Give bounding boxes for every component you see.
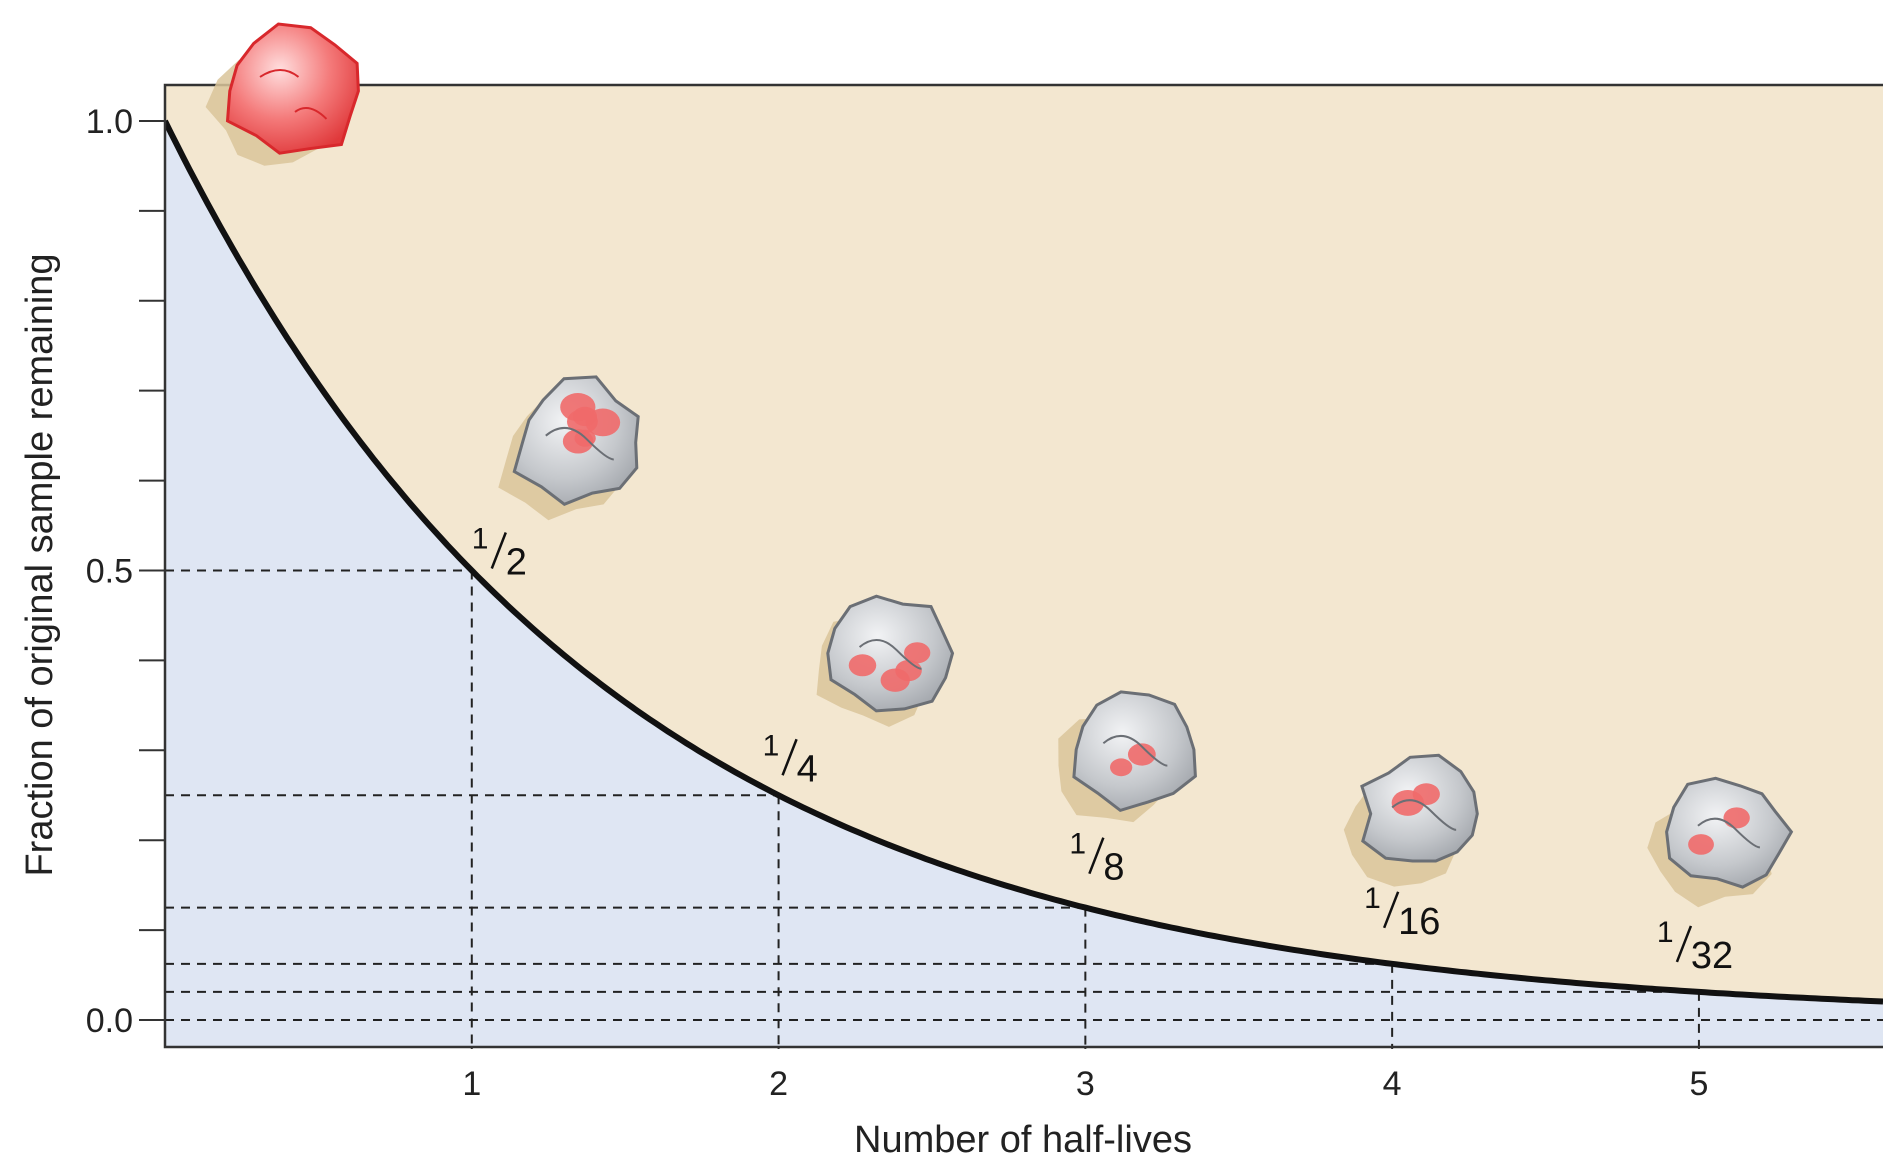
rock-red-patch — [1723, 807, 1750, 829]
fraction-label: 1 32 — [1657, 916, 1733, 977]
fraction-slash — [490, 532, 507, 569]
decay-curve-line — [165, 119, 1883, 1005]
rock-sample — [498, 375, 640, 521]
fraction-slash — [781, 738, 798, 776]
rock-body — [1665, 776, 1794, 889]
fraction-slash — [1675, 925, 1693, 963]
rock-sample — [1647, 776, 1794, 908]
rock-red-patch — [1127, 743, 1156, 766]
fraction-numerator: 1 — [1657, 916, 1674, 949]
rock-crack — [1697, 817, 1761, 849]
rock-body — [826, 594, 955, 713]
plot-frame — [163, 83, 1883, 1049]
fraction-label: 12 — [472, 522, 527, 583]
axes: 0.00.51.01 2 3 4 5 — [86, 83, 1883, 1103]
sample-rocks — [205, 22, 1794, 908]
fraction-label: 14 — [763, 729, 818, 790]
x-tick-label: 1 — [462, 1065, 481, 1103]
rock-crack — [1102, 735, 1168, 767]
rock-red-patch — [904, 642, 931, 664]
fraction-numerator: 1 — [763, 729, 780, 762]
x-tick-label: 3 — [1076, 1065, 1095, 1103]
y-axis-title: Fraction of original sample remaining — [19, 253, 61, 876]
rock-body — [225, 22, 360, 155]
rock-sample — [1058, 690, 1197, 823]
rock-sample — [205, 22, 360, 166]
fraction-denominator: 4 — [797, 748, 818, 790]
area-below-curve — [165, 121, 1883, 1047]
rock-red-patch — [560, 393, 596, 422]
guide-lines — [165, 569, 1883, 1047]
x-tick-label: 2 — [769, 1065, 788, 1103]
rock-crack — [1391, 799, 1457, 831]
rock-red-patch — [1110, 758, 1133, 777]
rock-red-patch — [848, 654, 877, 677]
plot-area — [165, 85, 1883, 1047]
fraction-denominator: 8 — [1103, 847, 1124, 889]
fraction-denominator: 32 — [1691, 935, 1733, 977]
x-axis-title: Number of half-lives — [854, 1119, 1192, 1161]
fraction-numerator: 1 — [1364, 882, 1381, 915]
rock-sample — [816, 594, 955, 727]
x-tick-label: 5 — [1689, 1065, 1708, 1103]
fraction-slash — [1382, 891, 1400, 929]
rock-red-patch — [1412, 783, 1440, 806]
y-tick-label: 0.0 — [86, 1002, 133, 1040]
fraction-slash — [1088, 837, 1105, 875]
rock-crack — [545, 427, 614, 461]
fraction-numerator: 1 — [472, 522, 489, 555]
x-tick-label: 4 — [1383, 1065, 1402, 1103]
y-tick-label: 0.5 — [86, 552, 133, 590]
rock-red-patch — [1688, 834, 1714, 855]
decay-curve — [165, 119, 1883, 1005]
rock-crack — [858, 639, 922, 670]
fraction-denominator: 2 — [506, 541, 527, 583]
y-tick-label: 1.0 — [86, 103, 133, 141]
fraction-denominator: 16 — [1398, 901, 1440, 943]
fraction-label: 18 — [1069, 828, 1124, 889]
rock-red-patch — [880, 668, 910, 692]
rock-crack — [259, 68, 328, 120]
rock-sample — [1343, 753, 1479, 887]
fraction-label: 1 16 — [1364, 882, 1440, 943]
fraction-numerator: 1 — [1069, 828, 1086, 861]
